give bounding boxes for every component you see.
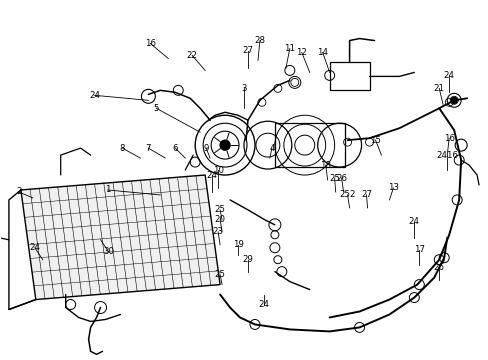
Text: 24: 24 bbox=[408, 217, 419, 226]
Text: 8: 8 bbox=[120, 144, 125, 153]
Text: 7: 7 bbox=[145, 144, 151, 153]
Text: 3: 3 bbox=[241, 84, 246, 93]
Polygon shape bbox=[21, 175, 220, 300]
Text: 14: 14 bbox=[317, 48, 327, 57]
Text: 252: 252 bbox=[339, 190, 355, 199]
Text: 24: 24 bbox=[206, 171, 217, 180]
Text: 27: 27 bbox=[242, 46, 253, 55]
Text: 6: 6 bbox=[172, 144, 178, 153]
Text: 24: 24 bbox=[258, 300, 269, 309]
Text: 22: 22 bbox=[186, 51, 197, 60]
Text: 2416: 2416 bbox=[435, 150, 457, 159]
Text: 10: 10 bbox=[212, 166, 223, 175]
Text: 30: 30 bbox=[103, 247, 114, 256]
Text: 5: 5 bbox=[153, 104, 159, 113]
Text: 28: 28 bbox=[254, 36, 265, 45]
Text: 25: 25 bbox=[328, 174, 340, 183]
Text: 24: 24 bbox=[443, 71, 454, 80]
Text: 25: 25 bbox=[214, 270, 225, 279]
Text: 29: 29 bbox=[242, 255, 253, 264]
Text: 26: 26 bbox=[433, 263, 444, 272]
Circle shape bbox=[220, 140, 229, 150]
Text: 9: 9 bbox=[203, 144, 208, 153]
Text: 23: 23 bbox=[212, 227, 223, 236]
Text: 15: 15 bbox=[369, 136, 380, 145]
Text: 12: 12 bbox=[296, 48, 306, 57]
Text: 2: 2 bbox=[16, 188, 21, 197]
Text: 13: 13 bbox=[387, 184, 398, 193]
Text: 16: 16 bbox=[443, 134, 454, 143]
Circle shape bbox=[450, 97, 456, 103]
Text: 25: 25 bbox=[214, 206, 225, 215]
Text: 20: 20 bbox=[214, 215, 225, 224]
Text: 16: 16 bbox=[144, 39, 156, 48]
Text: 24: 24 bbox=[89, 91, 100, 100]
Text: 19: 19 bbox=[232, 240, 243, 249]
Text: 27: 27 bbox=[360, 190, 371, 199]
Text: 1: 1 bbox=[104, 185, 110, 194]
Text: 11: 11 bbox=[284, 44, 295, 53]
Text: 21: 21 bbox=[433, 84, 444, 93]
Text: 17: 17 bbox=[413, 245, 424, 254]
Text: 4: 4 bbox=[268, 144, 274, 153]
Bar bbox=[274, 123, 344, 167]
Text: 18: 18 bbox=[320, 161, 330, 170]
Text: 24: 24 bbox=[29, 243, 40, 252]
Bar bbox=[329, 62, 369, 90]
Text: 26: 26 bbox=[335, 174, 346, 183]
